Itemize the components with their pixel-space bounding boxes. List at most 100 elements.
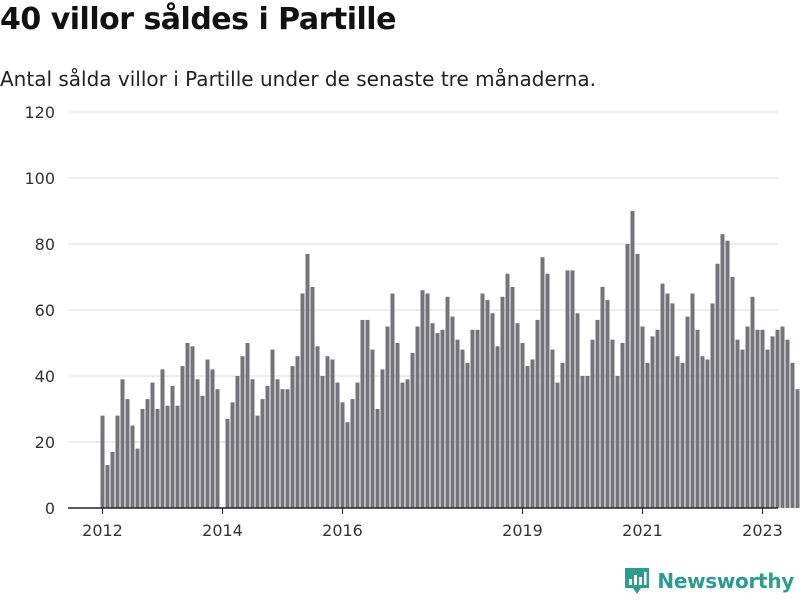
bar: [760, 329, 765, 508]
y-tick-label: 80: [35, 235, 55, 254]
bar: [590, 339, 595, 508]
bars: [100, 211, 800, 508]
bar: [725, 240, 730, 508]
bar: [380, 369, 385, 508]
bar: [240, 356, 245, 508]
bar: [570, 270, 575, 508]
bar: [765, 349, 770, 508]
bar: [515, 323, 520, 508]
bar: [215, 389, 220, 508]
bar: [140, 409, 145, 508]
bar: [580, 376, 585, 508]
bar: [720, 234, 725, 508]
bar: [545, 273, 550, 508]
bar: [105, 465, 110, 508]
bar: [660, 283, 665, 508]
bar: [110, 451, 115, 508]
bar: [280, 389, 285, 508]
chart-title: 40 villor såldes i Partille: [0, 2, 396, 37]
bar: [180, 366, 185, 508]
bar: [355, 382, 360, 508]
bar: [645, 362, 650, 508]
bar: [275, 379, 280, 508]
newsworthy-logo: Newsworthy: [623, 564, 794, 598]
bar: [505, 273, 510, 508]
bar: [500, 296, 505, 508]
bar: [485, 300, 490, 508]
bar: [530, 359, 535, 508]
bar: [690, 293, 695, 508]
bar: [170, 385, 175, 508]
x-tick-label: 2021: [622, 521, 663, 540]
chart-subtitle: Antal sålda villor i Partille under de s…: [0, 67, 596, 91]
bar: [535, 319, 540, 508]
bar: [300, 293, 305, 508]
bar: [675, 356, 680, 508]
bar: [135, 448, 140, 508]
newsworthy-logo-icon: [625, 568, 650, 594]
bar: [715, 263, 720, 508]
bar: [685, 316, 690, 508]
bar: [235, 376, 240, 508]
bar: [620, 343, 625, 508]
bar: [560, 362, 565, 508]
bar: [695, 329, 700, 508]
bar: [480, 293, 485, 508]
bar: [465, 362, 470, 508]
bar: [555, 382, 560, 508]
y-tick-label: 60: [35, 301, 55, 320]
bar: [120, 379, 125, 508]
bar: [785, 339, 790, 508]
bar: [130, 425, 135, 508]
x-tick-label: 2023: [742, 521, 783, 540]
bar: [360, 319, 365, 508]
bar: [655, 329, 660, 508]
bar: [490, 313, 495, 508]
x-tick-label: 2014: [202, 521, 243, 540]
bar: [475, 329, 480, 508]
bar: [425, 293, 430, 508]
bar: [335, 382, 340, 508]
bar: [430, 323, 435, 508]
bar: [290, 366, 295, 508]
bar: [740, 349, 745, 508]
bar: [710, 303, 715, 508]
bar: [285, 389, 290, 508]
bar: [330, 359, 335, 508]
bar: [405, 379, 410, 508]
bar: [310, 286, 315, 508]
bar: [780, 326, 785, 508]
bar: [625, 244, 630, 508]
x-tick-label: 2019: [502, 521, 543, 540]
bar: [600, 286, 605, 508]
bar: [650, 336, 655, 508]
bar: [755, 329, 760, 508]
bar: [635, 253, 640, 508]
bar: [705, 359, 710, 508]
bar: [165, 405, 170, 508]
bar: [440, 329, 445, 508]
x-tick-label: 2016: [322, 521, 363, 540]
bar: [350, 399, 355, 508]
bar: [400, 382, 405, 508]
bar: [435, 333, 440, 508]
bar: [155, 409, 160, 508]
bar: [540, 257, 545, 508]
bar: [520, 343, 525, 508]
bar: [230, 402, 235, 508]
bar: [745, 326, 750, 508]
bar: [670, 303, 675, 508]
bar: [315, 346, 320, 508]
x-axis-ticks: 2012201420162019202120232025: [82, 508, 783, 540]
bar: [665, 293, 670, 508]
bar: [195, 379, 200, 508]
bar: [445, 296, 450, 508]
bar: [390, 293, 395, 508]
bar: [260, 399, 265, 508]
bar: [510, 286, 515, 508]
bar: [420, 290, 425, 508]
bar: [245, 343, 250, 508]
bar: [115, 415, 120, 508]
x-tick-label: 2012: [82, 521, 123, 540]
